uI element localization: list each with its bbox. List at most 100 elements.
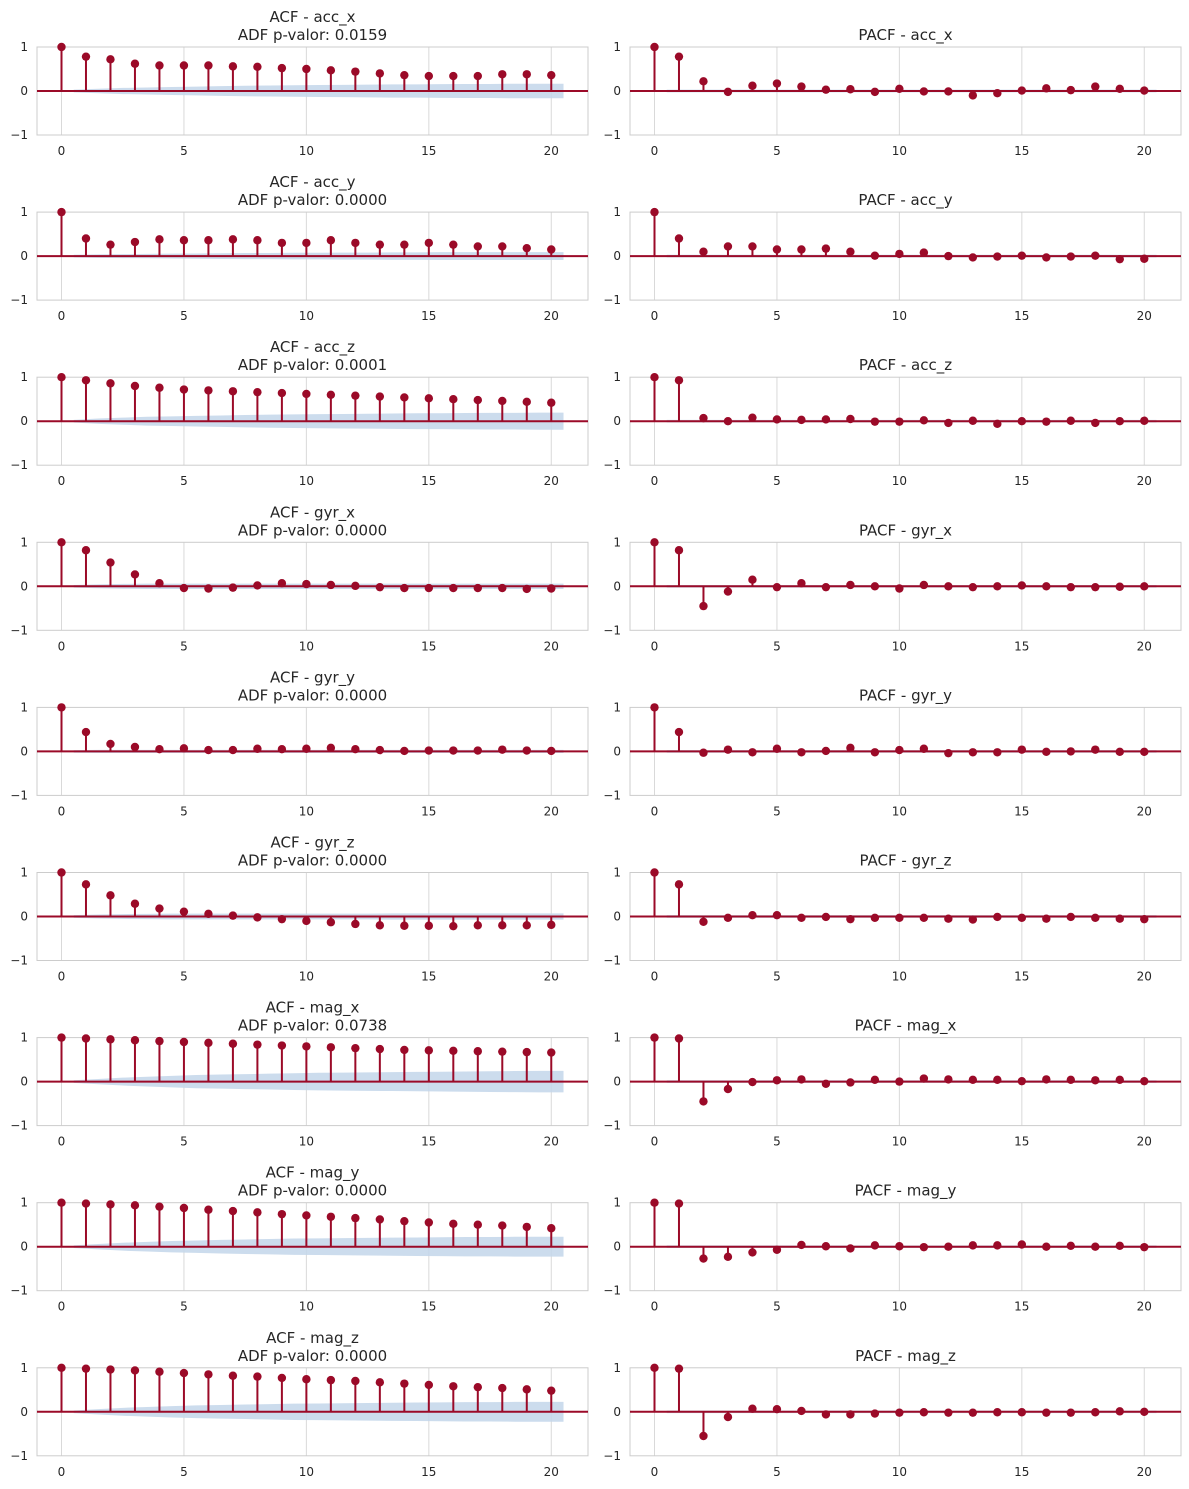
stem-marker <box>57 538 66 547</box>
y-tick-label: 0 <box>613 249 621 263</box>
stem-marker <box>424 1046 434 1055</box>
stem-marker <box>846 580 855 590</box>
stem-marker <box>993 1075 1002 1085</box>
y-tick-label: 1 <box>20 1196 28 1210</box>
stem-marker <box>1066 582 1076 592</box>
x-tick-label: 20 <box>1137 970 1152 984</box>
stem-marker <box>424 1380 434 1390</box>
stem-marker <box>302 1042 311 1051</box>
stem-marker <box>1042 914 1051 923</box>
x-tick-label: 0 <box>58 1465 66 1479</box>
x-tick-label: 0 <box>651 309 659 323</box>
x-tick-label: 0 <box>58 474 66 488</box>
chart-title: ACF - acc_y <box>269 173 355 192</box>
stem-marker <box>179 236 189 245</box>
stem-marker <box>106 558 115 567</box>
stem-marker <box>821 85 831 94</box>
stem-marker <box>351 238 360 248</box>
stem-marker <box>1066 416 1076 425</box>
stem-marker <box>155 235 164 244</box>
stem-marker <box>155 904 164 913</box>
stem-marker <box>1091 1242 1100 1251</box>
stem-marker <box>1140 914 1149 924</box>
y-tick-label: −1 <box>10 1284 28 1298</box>
y-tick-label: 0 <box>613 1075 621 1089</box>
stem-marker <box>993 252 1002 261</box>
stem-marker <box>449 583 458 593</box>
stem-marker <box>1042 1408 1051 1417</box>
y-tick-label: 1 <box>20 40 28 54</box>
y-tick-label: 0 <box>613 579 621 593</box>
stem-marker <box>993 582 1002 591</box>
stem-marker <box>106 240 115 249</box>
chart-subtitle: ADF p-valor: 0.0000 <box>238 1182 387 1200</box>
stem-marker <box>650 1363 659 1373</box>
stem-marker <box>846 1410 855 1419</box>
stem-marker <box>944 914 953 923</box>
stem-marker <box>57 207 66 217</box>
stem-marker <box>919 913 929 923</box>
x-tick-label: 0 <box>651 1135 659 1149</box>
stem-marker <box>204 61 213 70</box>
stem-marker <box>375 582 385 592</box>
stem-marker <box>155 1036 164 1046</box>
stem-marker <box>400 1216 409 1226</box>
stem-marker <box>253 1372 262 1381</box>
stem-marker <box>797 245 806 254</box>
stem-marker <box>81 1034 91 1043</box>
x-tick-label: 20 <box>544 804 559 818</box>
stem-marker <box>895 1242 904 1251</box>
stem-marker <box>179 1203 189 1213</box>
stem-marker <box>895 417 904 426</box>
stem-marker <box>968 1408 978 1417</box>
stem-marker <box>179 744 189 753</box>
stem-marker <box>253 581 262 590</box>
stem-marker <box>993 419 1002 429</box>
x-tick-label: 0 <box>651 1465 659 1479</box>
stem-marker <box>944 87 953 96</box>
stem-marker <box>424 238 434 248</box>
stem-marker <box>522 1222 531 1232</box>
stem-marker <box>204 1205 213 1214</box>
x-tick-label: 0 <box>58 1300 66 1314</box>
y-tick-label: −1 <box>603 954 621 968</box>
x-tick-label: 15 <box>1014 1465 1029 1479</box>
x-tick-label: 15 <box>1014 1135 1029 1149</box>
stem-marker <box>277 1209 287 1219</box>
stem-marker <box>699 77 708 86</box>
y-tick-label: 0 <box>613 744 621 758</box>
stem-marker <box>748 1077 757 1087</box>
stem-marker <box>821 912 831 922</box>
stem-marker <box>400 1045 409 1055</box>
x-tick-label: 20 <box>544 970 559 984</box>
y-tick-label: 1 <box>613 866 621 880</box>
x-tick-label: 20 <box>1137 804 1152 818</box>
x-tick-label: 5 <box>180 144 188 158</box>
stem-marker <box>919 87 929 96</box>
stem-marker <box>748 242 757 251</box>
stem-marker <box>846 414 855 424</box>
stem-marker <box>650 1033 659 1042</box>
stem-marker <box>547 920 556 930</box>
stem-marker <box>326 236 336 245</box>
stem-marker <box>473 242 482 251</box>
stem-marker <box>870 748 880 757</box>
stem-marker <box>130 1036 140 1045</box>
x-tick-label: 20 <box>544 639 559 653</box>
x-tick-label: 0 <box>58 144 66 158</box>
x-tick-label: 15 <box>1014 144 1029 158</box>
stem-marker <box>130 742 140 752</box>
y-tick-label: −1 <box>603 458 621 472</box>
x-tick-label: 20 <box>544 1465 559 1479</box>
chart-subtitle: ADF p-valor: 0.0000 <box>238 521 387 539</box>
stem-marker <box>1115 254 1124 264</box>
stem-marker <box>351 581 360 591</box>
stem-marker <box>1017 581 1027 590</box>
stem-marker <box>351 1213 360 1223</box>
stem-marker <box>253 744 262 753</box>
stem-marker <box>302 64 311 74</box>
stem-marker <box>797 579 806 588</box>
stem-marker <box>748 748 757 757</box>
